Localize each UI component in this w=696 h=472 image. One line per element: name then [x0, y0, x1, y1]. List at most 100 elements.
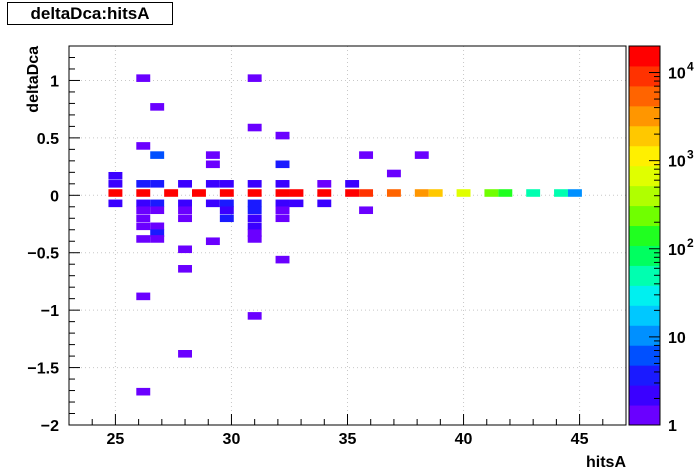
- heatmap-cell: [247, 206, 262, 215]
- heatmap-cell: [414, 151, 429, 159]
- heatmap-cell: [456, 189, 471, 197]
- heatmap-cell: [247, 312, 262, 320]
- color-scale-swatch: [629, 105, 660, 127]
- heatmap-cell: [150, 151, 165, 159]
- heatmap-cell: [247, 189, 262, 197]
- heatmap-cell: [359, 189, 374, 197]
- heatmap-cell: [178, 350, 193, 358]
- heatmap-cell: [275, 131, 290, 140]
- heatmap-cell: [289, 199, 304, 208]
- color-scale-label: 1: [668, 418, 677, 435]
- heatmap-cell: [247, 222, 262, 231]
- heatmap-cell: [136, 206, 151, 215]
- x-axis: 25 30 35 40 45: [68, 414, 627, 448]
- heatmap-cell: [178, 245, 193, 254]
- y-tick-label: −1.5: [27, 361, 59, 378]
- heatmap-cell: [205, 180, 220, 188]
- heatmap-cell: [526, 189, 541, 197]
- color-scale-swatch: [629, 285, 660, 306]
- color-scale-swatch: [629, 65, 660, 87]
- heatmap-cell: [498, 189, 513, 197]
- heatmap-cell: [219, 189, 234, 197]
- heatmap-cell: [247, 180, 262, 188]
- heatmap-cell: [247, 235, 262, 243]
- heatmap-cell: [205, 160, 220, 169]
- heatmap-cell: [150, 180, 165, 188]
- heatmap-cell: [359, 151, 374, 159]
- heatmap-cell: [289, 189, 304, 197]
- heatmap-cell: [178, 214, 193, 223]
- color-scale-label: 10: [668, 330, 686, 347]
- heatmap-cell: [275, 255, 290, 264]
- y-axis: 1 0.5 0 −0.5 −1 −1.5 −2: [27, 45, 80, 435]
- heatmap-cell: [150, 229, 165, 237]
- heatmap-cell: [136, 235, 151, 243]
- color-scale-swatch: [629, 85, 660, 107]
- color-scale-swatch: [629, 305, 660, 326]
- heatmap-cell: [484, 189, 499, 197]
- x-axis-label: hitsA: [586, 454, 626, 471]
- color-scale-swatch: [629, 225, 660, 246]
- y-tick-label: −1: [41, 303, 59, 320]
- heatmap-cell: [150, 222, 165, 231]
- heatmap-cell: [108, 180, 123, 188]
- heatmap-cell: [247, 229, 262, 237]
- y-tick-label: −0.5: [27, 246, 59, 263]
- heatmap-cell: [108, 171, 123, 180]
- heatmap-cell: [205, 237, 220, 246]
- x-tick-label: 25: [107, 431, 125, 448]
- heatmap-cell: [136, 180, 151, 188]
- heatmap-cell: [136, 142, 151, 150]
- heatmap-cell: [247, 123, 262, 132]
- heatmap-cell: [247, 214, 262, 223]
- heatmap-cell: [554, 189, 568, 197]
- heatmap-cells: [108, 74, 582, 396]
- y-axis-label: deltaDca: [25, 46, 42, 113]
- heatmap-cell: [136, 199, 151, 208]
- color-scale-frame: [628, 45, 661, 426]
- heatmap-cell: [178, 180, 193, 188]
- heatmap-cell: [192, 189, 206, 197]
- heatmap-cell: [108, 199, 123, 208]
- heatmap-cell: [345, 180, 360, 188]
- heatmap-cell: [275, 180, 290, 188]
- y-tick-label: 1: [50, 73, 59, 90]
- color-scale-swatch: [629, 385, 660, 406]
- color-scale-label: 10: [668, 242, 686, 259]
- heatmap-cell: [150, 206, 165, 215]
- heatmap-cell: [317, 180, 332, 188]
- y-tick-label: −2: [41, 418, 59, 435]
- x-tick-label: 30: [223, 431, 241, 448]
- x-tick-label: 45: [571, 431, 589, 448]
- color-scale-label: 10: [668, 66, 686, 83]
- heatmap-cell: [136, 292, 151, 301]
- heatmap-cell: [178, 206, 193, 215]
- color-scale-swatch: [629, 245, 660, 266]
- heatmap-cell: [275, 206, 290, 215]
- color-scale-swatch: [629, 46, 660, 67]
- heatmap-cell: [136, 74, 151, 82]
- heatmap-cell: [136, 189, 151, 197]
- heatmap-cell: [108, 189, 123, 197]
- heatmap-cell: [136, 222, 151, 231]
- color-scale-exponent: 3: [687, 148, 694, 162]
- heatmap-cell: [359, 206, 374, 215]
- color-scale-swatch: [629, 365, 660, 386]
- color-scale-exponent: 4: [687, 60, 694, 74]
- heatmap-cell: [150, 103, 165, 111]
- heatmap-cell: [317, 189, 332, 197]
- heatmap-cell: [136, 387, 151, 396]
- heatmap-cell: [205, 151, 220, 159]
- heatmap-cell: [219, 199, 234, 208]
- heatmap-cell: [219, 206, 234, 215]
- heatmap-cell: [275, 189, 290, 197]
- chart-title: deltaDca:hitsA: [7, 2, 173, 25]
- heatmap-cell: [164, 189, 179, 197]
- heatmap-cell: [345, 189, 360, 197]
- color-scale-swatch: [629, 265, 660, 286]
- heatmap-cell: [219, 214, 234, 223]
- color-scale-swatch: [629, 345, 660, 366]
- heatmap-cell: [205, 199, 220, 208]
- y-tick-label: 0.5: [37, 131, 59, 148]
